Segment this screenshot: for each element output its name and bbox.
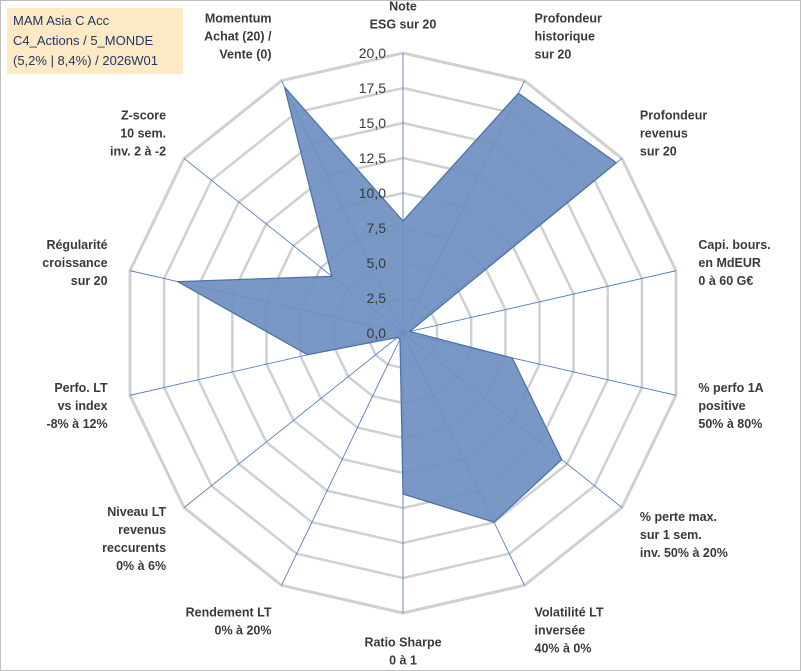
axis-label-layer: Note ESG sur 20 Profondeur historique sur 20… bbox=[42, 0, 770, 667]
axis-label-3: Profondeur revenus sur 20 bbox=[640, 109, 707, 159]
tick-label: 17,5 bbox=[359, 80, 386, 96]
axis-label-8: Ratio Sharpe 0 à 1 bbox=[364, 635, 441, 667]
axis-label-10: Niveau LT revenus reccurents 0% à 6% bbox=[102, 505, 166, 573]
title-stats: (5,2% | 8,4%) / 2026W01 bbox=[13, 53, 159, 68]
axis-spoke-9 bbox=[281, 332, 404, 586]
axis-label-4: Capi. bours. en MdEUR 0 à 60 G€ bbox=[698, 238, 770, 288]
tick-label: 15,0 bbox=[359, 115, 386, 131]
tick-label: 2,5 bbox=[367, 290, 387, 306]
series-area bbox=[175, 86, 618, 523]
axis-label-7: Volatilité LT inversée 40% à 0% bbox=[535, 605, 604, 655]
tick-label: 5,0 bbox=[367, 255, 387, 271]
axis-label-12: Régularité croissance sur 20 bbox=[42, 238, 107, 288]
tick-label: 7,5 bbox=[367, 220, 387, 236]
series-layer bbox=[175, 86, 618, 523]
tick-label: 12,5 bbox=[359, 150, 386, 166]
axis-spoke-4 bbox=[402, 270, 677, 334]
axis-spoke-10 bbox=[183, 332, 404, 508]
axis-label-5: % perfo 1A positive 50% à 80% bbox=[698, 381, 763, 431]
tick-layer: 0,0 2,5 5,0 7,5 10,0 12,5 15,0 17,5 20,0 bbox=[359, 45, 386, 341]
axis-label-9: Rendement LT 0% à 20% bbox=[186, 605, 272, 637]
axis-label-1: Note ESG sur 20 bbox=[370, 0, 437, 31]
title-fund-name: MAM Asia C Acc bbox=[13, 13, 110, 28]
axis-label-14: Momentum Achat (20) / Vente (0) bbox=[204, 11, 272, 61]
title-box: MAM Asia C Acc C4_Actions / 5_MONDE (5,2… bbox=[7, 8, 183, 74]
axis-label-13: Z-score 10 sem. inv. 2 à -2 bbox=[110, 109, 166, 159]
axis-label-6: % perte max. sur 1 sem. inv. 50% à 20% bbox=[640, 510, 728, 560]
title-category: C4_Actions / 5_MONDE bbox=[13, 33, 154, 48]
axis-label-2: Profondeur historique sur 20 bbox=[535, 11, 602, 61]
axis-label-11: Perfo. LT vs index -8% à 12% bbox=[46, 381, 108, 431]
tick-label: 20,0 bbox=[359, 45, 386, 61]
tick-label: 10,0 bbox=[359, 185, 386, 201]
tick-label: 0,0 bbox=[367, 325, 387, 341]
